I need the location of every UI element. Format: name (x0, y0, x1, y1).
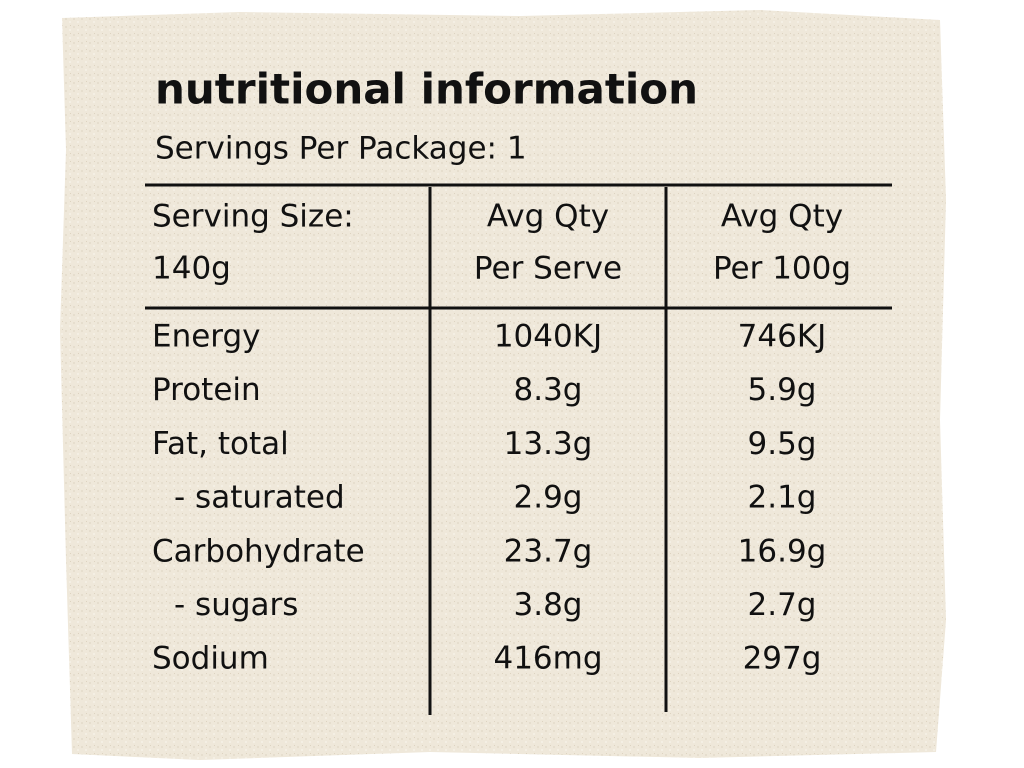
row-value: 23.7g (504, 533, 593, 569)
column-header: Avg Qty (721, 199, 843, 235)
row-value: 8.3g (514, 372, 583, 408)
row-label: Energy (152, 319, 261, 355)
row-value: 2.1g (748, 480, 817, 516)
row-value: 2.7g (748, 587, 817, 623)
row-value: 746KJ (738, 319, 827, 355)
column-header: Per 100g (713, 251, 851, 287)
row-value: 2.9g (514, 480, 583, 516)
paper (60, 10, 946, 760)
column-header: Avg Qty (487, 199, 609, 235)
row-label: Protein (152, 372, 261, 408)
row-label: Carbohydrate (152, 533, 365, 569)
row-label: - sugars (174, 587, 298, 623)
row-label: - saturated (174, 480, 345, 516)
column-header: Serving Size: (152, 199, 354, 235)
table: Serving Size: 140g Avg Qty Per Serve Avg Qty… (152, 199, 851, 677)
row-value: 9.5g (748, 426, 817, 462)
subtitle: Servings Per Package: 1 (155, 131, 527, 167)
row-value: 297g (743, 641, 822, 677)
row-value: 1040KJ (494, 319, 602, 355)
row-value: 3.8g (514, 587, 583, 623)
row-value: 16.9g (738, 533, 827, 569)
row-value: 416mg (493, 641, 602, 677)
title: nutritional information (155, 65, 698, 114)
column-header: 140g (152, 251, 231, 287)
row-value: 13.3g (504, 426, 593, 462)
row-value: 5.9g (748, 372, 817, 408)
row-label: Sodium (152, 641, 269, 677)
row-label: Fat, total (152, 426, 289, 462)
column-header: Per Serve (474, 251, 622, 287)
